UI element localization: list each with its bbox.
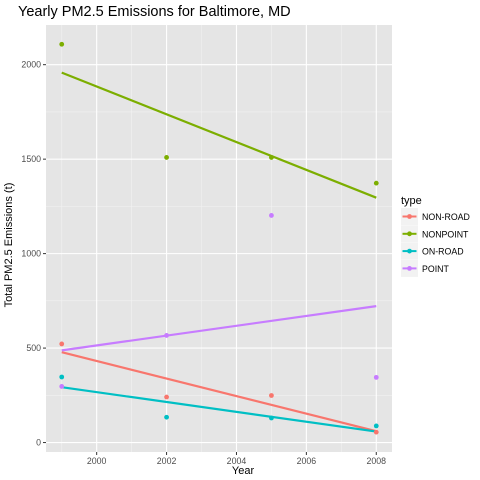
data-points	[59, 41, 379, 435]
legend-key-point-point	[407, 266, 412, 271]
legend-key-point-non-road	[407, 214, 412, 219]
data-point-point	[373, 374, 379, 380]
data-point-non-road	[164, 394, 169, 400]
data-point-on-road	[164, 414, 169, 420]
data-point-point	[59, 384, 65, 389]
legend-title: type	[401, 195, 422, 207]
data-point-non-road	[59, 341, 65, 347]
x-tick-label: 2002	[157, 456, 177, 466]
data-point-on-road	[373, 423, 379, 429]
x-axis-title: Year	[232, 465, 255, 477]
data-point-on-road	[269, 415, 274, 421]
legend-label-on-road: ON-ROAD	[422, 247, 464, 257]
y-axis: 0 500 1000 1500 2000	[21, 60, 46, 448]
plot-panel	[46, 25, 392, 452]
trend-line-point	[61, 305, 377, 352]
data-point-nonpoint	[164, 155, 169, 160]
data-point-nonpoint	[373, 180, 379, 186]
data-point-non-road	[373, 429, 379, 435]
x-tick-label: 2004	[227, 456, 247, 466]
data-point-on-road	[59, 374, 65, 380]
data-point-non-road	[269, 393, 274, 398]
y-tick-label: 2000	[21, 60, 41, 70]
x-tick-label: 2008	[366, 456, 386, 466]
major-grid	[46, 25, 392, 452]
legend-label-nonpoint: NONPOINT	[422, 229, 469, 239]
legend-label-non-road: NON-ROAD	[422, 212, 470, 222]
minor-grid	[46, 25, 392, 452]
legend-key-point-on-road	[407, 248, 412, 254]
y-axis-title: Total PM2.5 Emissions (t)	[3, 183, 15, 308]
x-tick-label: 2000	[87, 456, 107, 466]
y-tick-label: 0	[36, 438, 41, 448]
trend-line-non-road	[61, 351, 377, 433]
data-point-point	[269, 213, 274, 218]
x-axis: 2000 2002 2004 2006 2008	[87, 452, 386, 466]
legend-key-point-nonpoint	[407, 231, 412, 237]
data-point-point	[164, 333, 169, 338]
trend-lines	[61, 71, 377, 433]
y-tick-label: 1000	[21, 249, 41, 259]
trend-line-on-road	[61, 386, 377, 433]
data-point-nonpoint	[269, 155, 274, 160]
y-tick-label: 1500	[21, 154, 41, 164]
legend-label-point: POINT	[422, 264, 450, 274]
data-point-nonpoint	[59, 41, 65, 47]
y-tick-label: 500	[26, 343, 41, 353]
trend-line-nonpoint	[61, 71, 377, 199]
chart-title: Yearly PM2.5 Emissions for Baltimore, MD	[18, 4, 291, 20]
x-tick-label: 2006	[297, 456, 317, 466]
legend: type NON-ROAD NONPOINT ON-ROAD POINT	[401, 195, 470, 277]
